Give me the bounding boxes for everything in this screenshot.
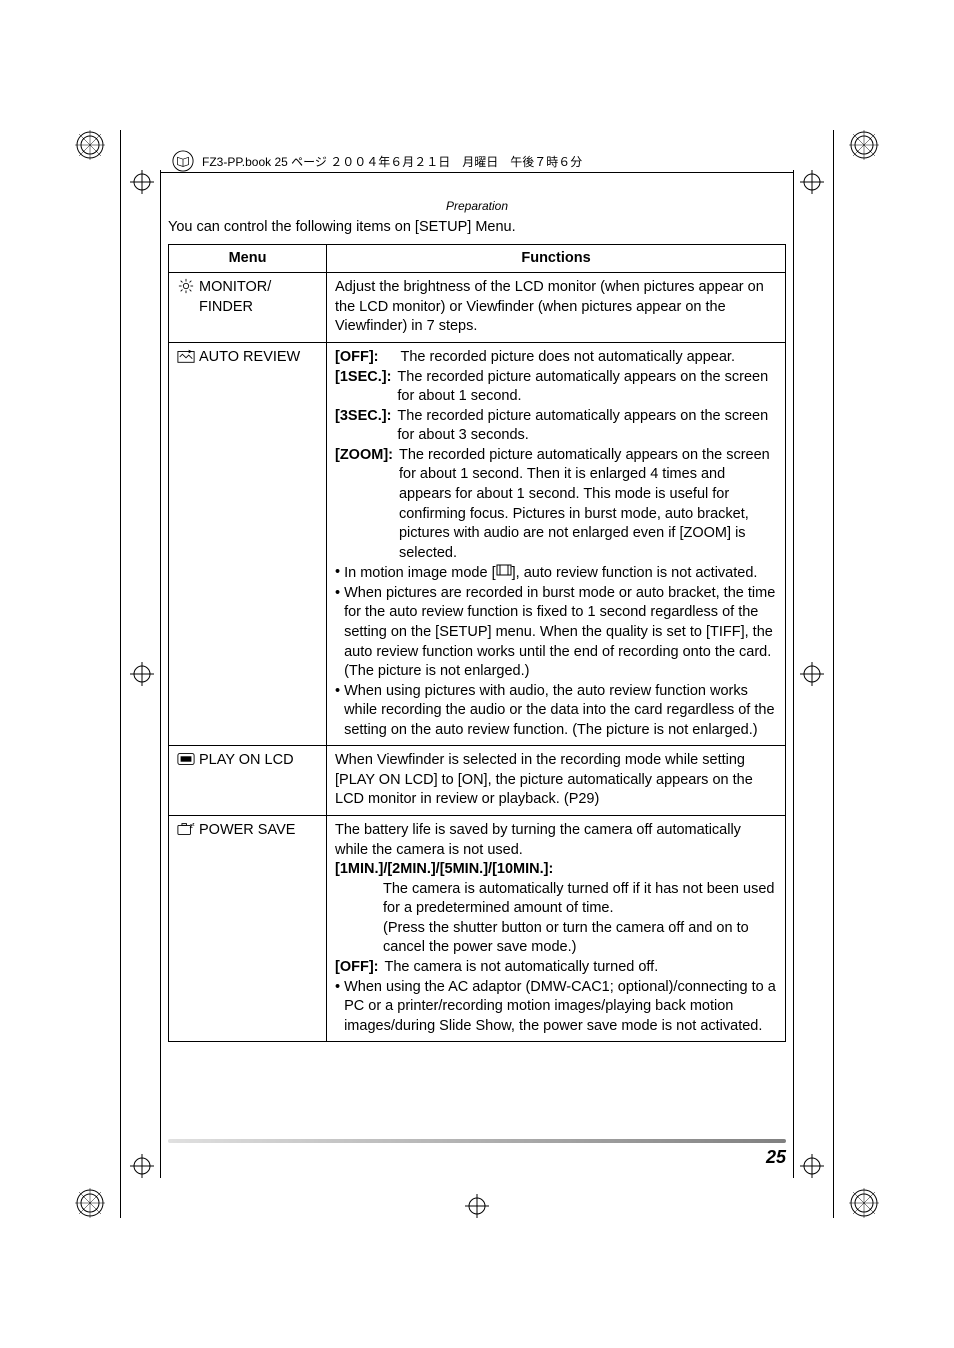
crosshair-br bbox=[800, 1154, 824, 1178]
frame-outer-left bbox=[120, 130, 121, 1218]
bullet-mark: • bbox=[335, 682, 340, 741]
def-text: The recorded picture does not automatica… bbox=[400, 348, 777, 368]
table-row: zz POWER SAVE The battery life is saved … bbox=[169, 816, 786, 1042]
sun-icon bbox=[177, 278, 195, 301]
crosshair-cb bbox=[465, 1194, 489, 1218]
th-functions: Functions bbox=[327, 244, 786, 273]
bullet-mark: • bbox=[335, 584, 340, 682]
menu-label: AUTO REVIEW bbox=[199, 348, 300, 368]
header-text: FZ3-PP.book 25 ページ ２００４年６月２１日 月曜日 午後７時６分 bbox=[202, 153, 582, 170]
body-text: The battery life is saved by turning the… bbox=[335, 821, 777, 860]
power-save-icon: zz bbox=[177, 821, 195, 844]
frame-inner-left bbox=[160, 170, 161, 1178]
menu-label: MONITOR/FINDER bbox=[199, 278, 271, 317]
svg-text:z: z bbox=[192, 821, 195, 826]
book-icon bbox=[172, 150, 194, 172]
def-label: [1SEC.]: bbox=[335, 368, 391, 407]
bullet-text: When using pictures with audio, the auto… bbox=[344, 682, 777, 741]
bullet: •When using pictures with audio, the aut… bbox=[335, 682, 777, 741]
crosshair-bl bbox=[130, 1154, 154, 1178]
def-text: The recorded picture automatically appea… bbox=[399, 446, 777, 563]
page-number: 25 bbox=[168, 1147, 786, 1168]
crosshair-tl bbox=[130, 170, 154, 194]
def-text: The camera is not automatically turned o… bbox=[384, 958, 777, 978]
table-row: AUTO REVIEW [OFF]: The recorded picture d… bbox=[169, 343, 786, 746]
crosshair-mr bbox=[800, 662, 824, 686]
reg-corner-tr bbox=[849, 130, 879, 160]
bullet-mark: • bbox=[335, 563, 340, 584]
menu-label: PLAY ON LCD bbox=[199, 751, 294, 771]
page-content: Preparation You can control the followin… bbox=[168, 198, 786, 1042]
cell-function: [OFF]: The recorded picture does not auto… bbox=[327, 343, 786, 746]
bullet: • In motion image mode [ ], auto review f… bbox=[335, 563, 777, 584]
cell-function: The battery life is saved by turning the… bbox=[327, 816, 786, 1042]
def-text: The recorded picture automatically appea… bbox=[397, 407, 777, 446]
frame-inner-right bbox=[793, 170, 794, 1178]
def-label: [3SEC.]: bbox=[335, 407, 391, 446]
cell-function: Adjust the brightness of the LCD monitor… bbox=[327, 273, 786, 343]
frame-outer-right bbox=[833, 130, 834, 1218]
bullet-text: When using the AC adaptor (DMW-CAC1; opt… bbox=[344, 978, 777, 1037]
table-row: PLAY ON LCD When Viewfinder is selected … bbox=[169, 746, 786, 816]
def-label: [OFF]: bbox=[335, 348, 378, 368]
page-header: FZ3-PP.book 25 ページ ２００４年６月２１日 月曜日 午後７時６分 bbox=[160, 150, 794, 178]
bullet-post: ], auto review function is not activated… bbox=[512, 565, 758, 581]
bullet: •When using the AC adaptor (DMW-CAC1; op… bbox=[335, 978, 777, 1037]
indent-text: The camera is automatically turned off i… bbox=[335, 880, 777, 919]
header-underline bbox=[160, 172, 794, 173]
def-label: [ZOOM]: bbox=[335, 446, 393, 563]
reg-corner-br bbox=[849, 1188, 879, 1218]
reg-corner-bl bbox=[75, 1188, 105, 1218]
cell-function: When Viewfinder is selected in the recor… bbox=[327, 746, 786, 816]
intro-text: You can control the following items on [… bbox=[168, 218, 786, 238]
auto-review-icon bbox=[177, 348, 195, 371]
footer-bar bbox=[168, 1139, 786, 1143]
menu-label: POWER SAVE bbox=[199, 821, 295, 841]
crosshair-ml bbox=[130, 662, 154, 686]
bullet: •When pictures are recorded in burst mod… bbox=[335, 584, 777, 682]
crosshair-tr bbox=[800, 170, 824, 194]
bullet-text: When pictures are recorded in burst mode… bbox=[344, 584, 777, 682]
bullet-mark: • bbox=[335, 978, 340, 1037]
reg-corner-tl bbox=[75, 130, 105, 160]
lcd-icon bbox=[177, 751, 195, 774]
bullet-pre: In motion image mode [ bbox=[344, 565, 496, 581]
th-menu: Menu bbox=[169, 244, 327, 273]
indent-text: (Press the shutter button or turn the ca… bbox=[335, 919, 777, 958]
def-label: [OFF]: bbox=[335, 958, 378, 978]
bullet-text: In motion image mode [ ], auto review fun… bbox=[344, 563, 757, 584]
def-text: The recorded picture automatically appea… bbox=[397, 368, 777, 407]
section-label: Preparation bbox=[168, 198, 786, 214]
page-footer: 25 bbox=[168, 1139, 786, 1168]
film-icon bbox=[496, 563, 512, 584]
table-row: MONITOR/FINDER Adjust the brightness of … bbox=[169, 273, 786, 343]
setup-menu-table: Menu Functions MONITOR/FINDER Adjust the… bbox=[168, 244, 786, 1042]
bold-options: [1MIN.]/[2MIN.]/[5MIN.]/[10MIN.]: bbox=[335, 860, 777, 880]
